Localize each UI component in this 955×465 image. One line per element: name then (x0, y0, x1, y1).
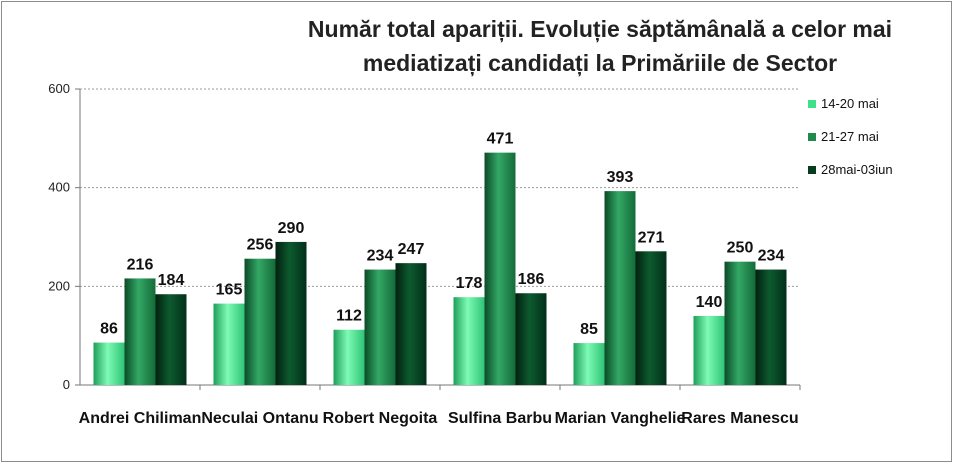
data-label: 140 (696, 294, 723, 311)
bar (364, 269, 396, 385)
data-label: 234 (367, 248, 394, 265)
data-label: 112 (336, 308, 362, 325)
data-label: 271 (638, 229, 665, 246)
bars-layer (93, 152, 787, 385)
bar (515, 293, 547, 385)
x-tick-label: Sulfina Barbu (448, 410, 552, 427)
bar (395, 263, 427, 385)
legend-swatch (808, 100, 816, 108)
legend: 14-20 mai 21-27 mai 28mai-03iun (808, 96, 893, 177)
axis-layer: 0 200 400 600 (48, 81, 801, 392)
data-label: 85 (580, 321, 598, 338)
legend-swatch (808, 166, 816, 174)
bar (333, 329, 365, 385)
x-tick-label: Andrei Chiliman (79, 410, 202, 427)
bar (244, 258, 276, 385)
bar (93, 342, 125, 385)
bar (453, 297, 485, 385)
legend-swatch (808, 133, 816, 141)
chart-title: Număr total apariții. Evoluție săptămâna… (250, 12, 950, 80)
y-tick-label: 200 (48, 278, 70, 293)
data-label: 471 (487, 131, 514, 148)
data-label: 184 (158, 272, 185, 289)
chart-title-line-2: mediatizați candidați la Primăriile de S… (362, 50, 838, 76)
grid-layer (80, 88, 800, 287)
bar (124, 278, 156, 385)
data-label: 393 (607, 169, 634, 186)
bar (573, 343, 605, 385)
x-tick-label: Rares Manescu (681, 410, 798, 427)
legend-label: 28mai-03iun (821, 162, 893, 177)
data-label: 178 (456, 275, 483, 292)
x-tick-label: Marian Vanghelie (555, 410, 686, 427)
x-tick-label: Neculai Ontanu (201, 410, 318, 427)
bar (635, 251, 667, 385)
bar (755, 269, 787, 385)
y-tick-label: 600 (48, 81, 70, 96)
bar (693, 315, 725, 385)
data-label: 234 (758, 248, 785, 265)
y-tick-label: 400 (48, 180, 70, 195)
data-label: 247 (398, 241, 425, 258)
data-label: 186 (518, 271, 545, 288)
y-tick-label: 0 (63, 377, 70, 392)
data-label: 165 (216, 282, 243, 299)
legend-label: 21-27 mai (821, 129, 879, 144)
legend-label: 14-20 mai (821, 96, 879, 111)
bar (213, 303, 245, 385)
data-label: 250 (727, 240, 754, 257)
x-tick-label: Robert Negoita (323, 410, 438, 427)
chart-title-line-1: Număr total apariții. Evoluție săptămâna… (307, 16, 893, 42)
data-label: 256 (247, 237, 274, 254)
bar (484, 152, 516, 385)
bar (155, 294, 187, 385)
data-label: 86 (100, 321, 118, 338)
data-label: 216 (127, 256, 154, 273)
bar (275, 241, 307, 385)
bar (604, 191, 636, 385)
bar (724, 261, 756, 385)
data-label: 290 (278, 220, 305, 237)
